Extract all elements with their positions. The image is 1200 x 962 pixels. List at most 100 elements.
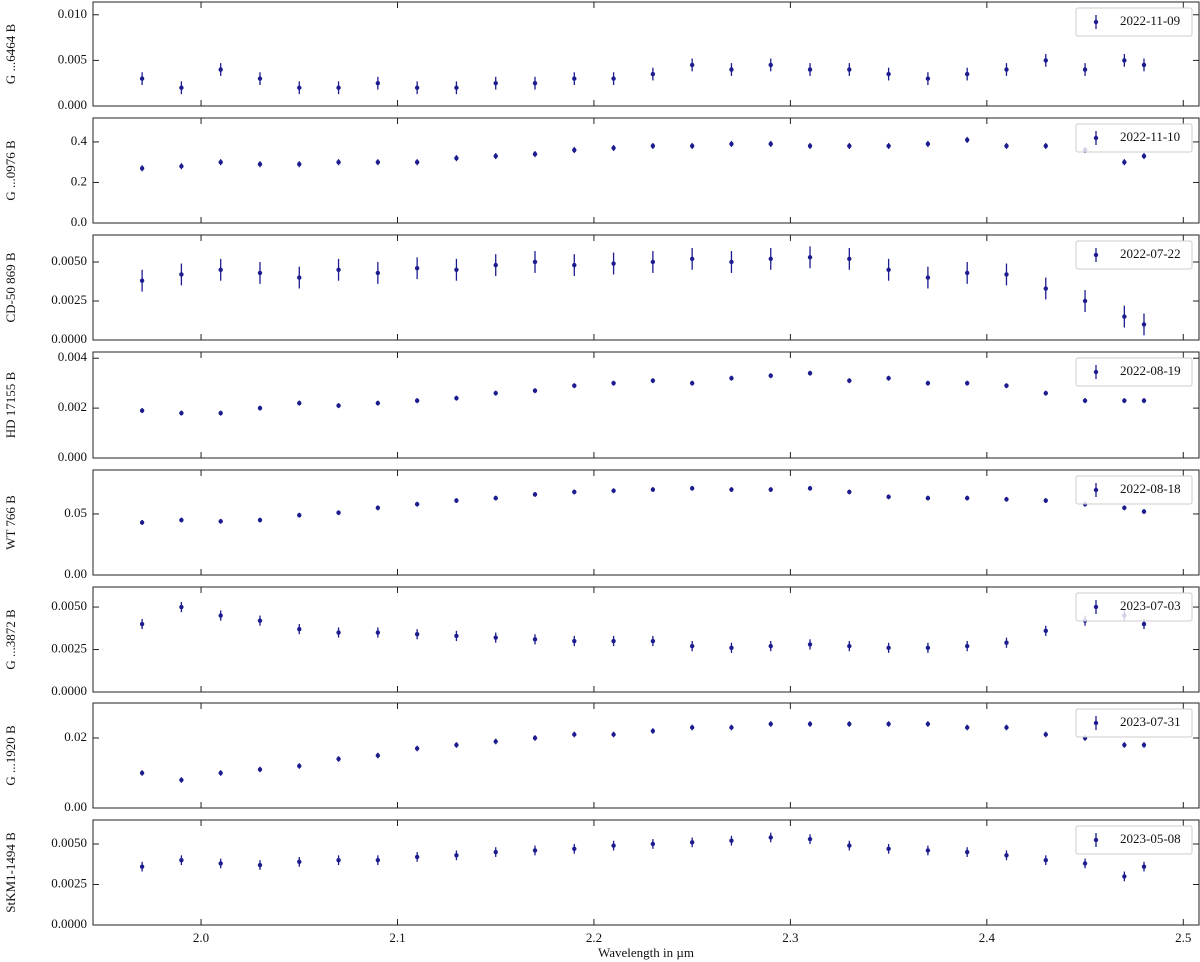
data-point bbox=[964, 380, 970, 386]
data-point bbox=[886, 645, 891, 651]
data-point bbox=[925, 380, 931, 386]
data-point bbox=[964, 71, 970, 77]
data-point bbox=[1141, 509, 1147, 514]
legend-marker bbox=[1093, 369, 1099, 375]
data-point bbox=[1043, 732, 1048, 737]
data-point bbox=[297, 400, 302, 406]
data-point bbox=[729, 838, 734, 843]
data-point bbox=[650, 841, 656, 847]
data-point bbox=[807, 67, 813, 72]
legend-label: 2022-08-18 bbox=[1120, 481, 1181, 496]
data-point bbox=[1082, 298, 1088, 304]
legend-box bbox=[1075, 708, 1193, 738]
data-point bbox=[179, 164, 184, 169]
data-point bbox=[375, 80, 381, 86]
x-tick-label: 2.4 bbox=[979, 930, 996, 945]
y-tick-label: 0.004 bbox=[58, 349, 88, 364]
data-point bbox=[218, 410, 223, 416]
data-point bbox=[1004, 853, 1009, 858]
data-point bbox=[689, 486, 695, 491]
data-point bbox=[572, 262, 577, 268]
data-point bbox=[689, 143, 695, 149]
data-point bbox=[414, 854, 420, 860]
data-point bbox=[572, 732, 577, 737]
data-point bbox=[768, 643, 773, 649]
x-tick-label: 2.1 bbox=[389, 930, 405, 945]
data-point bbox=[297, 512, 302, 518]
data-point bbox=[454, 853, 459, 858]
y-tick-label: 0.0 bbox=[71, 214, 87, 229]
data-point bbox=[611, 638, 616, 644]
data-point bbox=[297, 162, 302, 167]
data-point bbox=[257, 767, 263, 772]
data-point bbox=[1122, 314, 1127, 319]
data-point bbox=[689, 643, 695, 649]
data-point bbox=[454, 742, 459, 748]
legend-marker bbox=[1093, 19, 1099, 25]
data-point bbox=[689, 380, 695, 386]
data-point bbox=[257, 618, 263, 623]
data-point bbox=[1141, 742, 1147, 748]
y-axis-label: WT 766 B bbox=[3, 495, 18, 550]
data-point bbox=[414, 398, 420, 403]
data-point bbox=[886, 267, 891, 272]
data-point bbox=[886, 375, 891, 381]
data-point bbox=[532, 151, 538, 157]
data-point bbox=[1043, 58, 1048, 63]
data-point bbox=[886, 721, 891, 727]
legend-box bbox=[1075, 7, 1193, 37]
data-point bbox=[925, 721, 931, 727]
data-point bbox=[807, 143, 813, 149]
data-point bbox=[847, 489, 852, 495]
data-point bbox=[572, 489, 577, 495]
data-point bbox=[1043, 143, 1048, 149]
legend-box bbox=[1075, 592, 1193, 622]
y-tick-label: 0.002 bbox=[58, 399, 87, 414]
data-point bbox=[139, 166, 145, 171]
data-point bbox=[886, 494, 891, 500]
data-point bbox=[493, 849, 498, 855]
data-point bbox=[257, 862, 263, 868]
legend-label: 2022-11-10 bbox=[1120, 129, 1180, 144]
data-point bbox=[218, 861, 223, 866]
data-point bbox=[650, 638, 656, 644]
data-point bbox=[689, 256, 695, 262]
data-point bbox=[297, 85, 302, 90]
data-point bbox=[454, 155, 459, 161]
legend-label: 2023-07-03 bbox=[1120, 598, 1181, 613]
data-point bbox=[729, 141, 734, 147]
data-point bbox=[572, 76, 577, 81]
data-point bbox=[729, 375, 734, 381]
data-point bbox=[1141, 62, 1147, 68]
data-point bbox=[689, 725, 695, 730]
legend-label: 2023-05-08 bbox=[1120, 831, 1181, 846]
plot-frame bbox=[92, 351, 1200, 459]
data-point bbox=[375, 857, 381, 863]
data-point bbox=[964, 270, 970, 276]
x-tick-label: 2.0 bbox=[193, 930, 209, 945]
data-point bbox=[807, 642, 813, 647]
data-point bbox=[532, 80, 538, 86]
y-tick-label: 0.0025 bbox=[51, 875, 87, 890]
data-point bbox=[1141, 621, 1147, 627]
data-point bbox=[807, 486, 813, 491]
data-point bbox=[611, 843, 616, 848]
plot-frame bbox=[92, 469, 1200, 576]
data-point bbox=[964, 495, 970, 501]
legend-box bbox=[1075, 475, 1193, 505]
data-point bbox=[611, 488, 616, 493]
data-point bbox=[375, 159, 381, 165]
data-point bbox=[493, 390, 498, 396]
legend-label: 2023-07-31 bbox=[1120, 714, 1181, 729]
data-point bbox=[454, 395, 459, 401]
data-point bbox=[1004, 383, 1009, 388]
data-point bbox=[532, 492, 538, 497]
data-point bbox=[1004, 67, 1009, 72]
data-point bbox=[1122, 398, 1127, 403]
data-point bbox=[807, 371, 813, 376]
data-point bbox=[847, 721, 852, 727]
data-point bbox=[964, 137, 970, 143]
y-tick-label: 0.0000 bbox=[51, 331, 87, 346]
data-point bbox=[1141, 864, 1147, 869]
data-point bbox=[336, 857, 341, 863]
